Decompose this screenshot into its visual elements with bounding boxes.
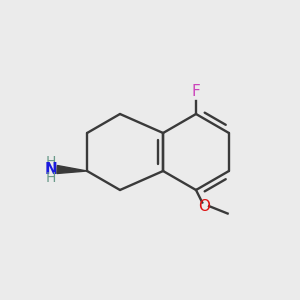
Text: F: F	[192, 85, 200, 100]
Text: N: N	[45, 162, 58, 177]
Text: H: H	[46, 154, 56, 169]
Text: H: H	[46, 170, 56, 184]
Polygon shape	[57, 166, 87, 173]
Text: O: O	[198, 199, 210, 214]
